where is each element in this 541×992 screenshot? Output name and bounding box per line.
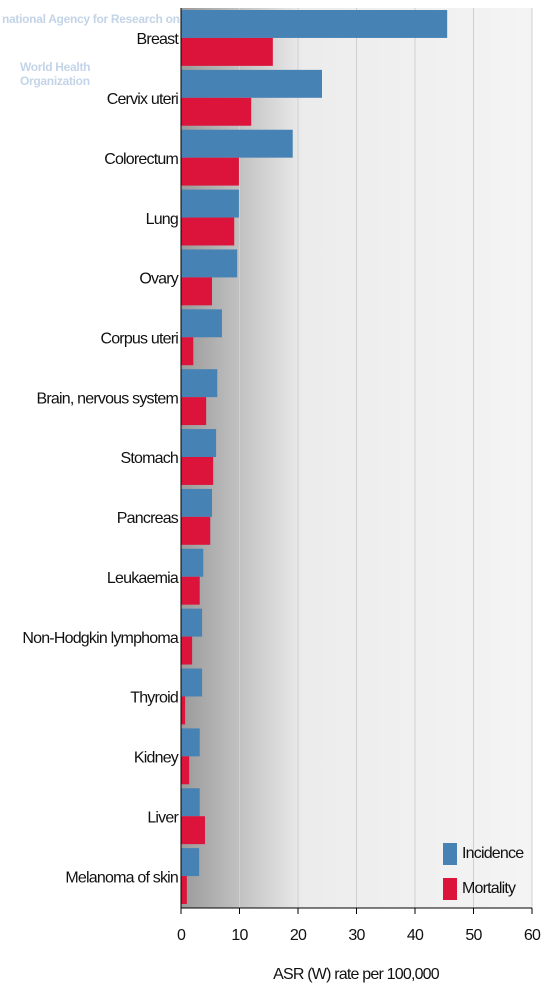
- bar: [181, 488, 213, 517]
- y-tick-label: Corpus uteri: [100, 330, 178, 347]
- watermark: World Health: [20, 60, 90, 74]
- watermark: Organization: [20, 74, 90, 88]
- y-tick-label: Colorectum: [104, 151, 178, 168]
- bar: [181, 848, 200, 877]
- legend-swatch: [443, 843, 457, 865]
- bar: [181, 129, 293, 158]
- bar: [181, 37, 273, 66]
- bar: [181, 548, 204, 577]
- x-tick-label: 50: [465, 927, 482, 944]
- bar: [181, 369, 218, 398]
- legend-label: Mortality: [462, 880, 516, 897]
- bar: [181, 816, 205, 845]
- bar: [181, 157, 239, 186]
- y-tick-label: Cervix uteri: [107, 91, 179, 108]
- bar: [181, 788, 200, 817]
- y-tick-label: Leukaemia: [107, 570, 179, 587]
- y-tick-label: Liver: [147, 809, 179, 826]
- watermark: national Agency for Research on: [2, 12, 180, 26]
- bar: [181, 397, 207, 426]
- x-tick-label: 20: [290, 927, 307, 944]
- x-axis-label: ASR (W) rate per 100,000: [273, 966, 440, 983]
- y-tick-label: Ovary: [139, 271, 178, 288]
- bar: [181, 217, 235, 246]
- bar: [181, 756, 190, 785]
- bar: [181, 728, 200, 757]
- y-tick-label: Non-Hodgkin lymphoma: [22, 630, 179, 647]
- x-tick-label: 40: [407, 927, 424, 944]
- bar: [181, 277, 213, 306]
- bar: [181, 876, 187, 904]
- legend-label: Incidence: [462, 845, 524, 862]
- bar: [181, 309, 222, 338]
- y-tick-label: Thyroid: [130, 690, 178, 707]
- bar: [181, 668, 203, 697]
- x-tick-label: 0: [177, 927, 186, 944]
- bar: [181, 69, 322, 98]
- bar: [181, 457, 214, 485]
- y-tick-label: Kidney: [134, 750, 179, 767]
- y-tick-label: Lung: [146, 211, 178, 228]
- y-tick-label: Breast: [137, 31, 180, 48]
- bar: [181, 10, 448, 38]
- bar: [181, 516, 211, 545]
- bar: [181, 337, 194, 366]
- y-tick-label: Brain, nervous system: [37, 390, 179, 407]
- x-tick-label: 10: [231, 927, 248, 944]
- bar: [181, 429, 217, 457]
- y-tick-label: Pancreas: [117, 510, 179, 527]
- bar: [181, 636, 193, 665]
- y-tick-label: Melanoma of skin: [65, 869, 178, 886]
- legend-swatch: [443, 878, 457, 900]
- bar: [181, 576, 200, 605]
- bar: [181, 97, 252, 126]
- bar: [181, 608, 203, 637]
- bar: [181, 696, 186, 725]
- bar: [181, 189, 239, 218]
- bar: [181, 249, 238, 278]
- y-tick-label: Stomach: [120, 450, 178, 467]
- x-tick-label: 30: [348, 927, 365, 944]
- x-tick-label: 60: [524, 927, 541, 944]
